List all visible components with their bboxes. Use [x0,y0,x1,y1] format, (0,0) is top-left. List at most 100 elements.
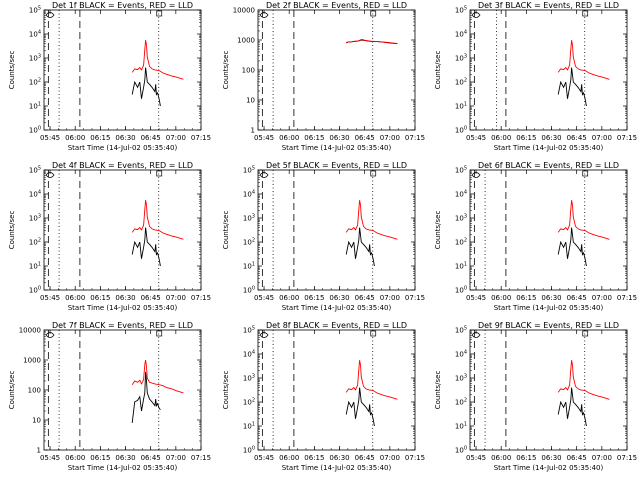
y-tick-label: 103 [455,214,467,223]
x-tick-label: 06:15 [516,294,536,302]
chart-title: Det 4f BLACK = Events, RED = LLD [52,161,193,170]
y-tick-label: 104 [455,30,467,39]
x-tick-label: 07:00 [592,294,612,302]
x-tick-label: 07:00 [592,454,612,462]
panel-det-9: Det 9f BLACK = Events, RED = LLD Counts/s… [434,321,637,472]
plot-frame [43,329,202,451]
x-tick-label: 06:15 [304,294,324,302]
x-axis-label: Start Time (14-Jul-02 05:35:40) [68,464,178,472]
panel-det-3: Det 3f BLACK = Events, RED = LLD Counts/s… [434,1,637,152]
y-axis-label: Counts/sec [222,51,230,90]
x-tick-label: 06:15 [304,454,324,462]
x-tick-label: 07:00 [166,454,186,462]
plot-frame [257,9,416,131]
y-tick-label: 100 [455,286,467,295]
series-lld [345,360,398,400]
chart-title: Det 5f BLACK = Events, RED = LLD [266,161,407,170]
y-tick-label: 104 [455,350,467,359]
x-tick-label: 07:15 [191,134,211,142]
y-tick-label: 1 [37,447,41,455]
x-tick-label: 05:45 [254,454,274,462]
series-events [557,387,587,427]
state-marker-icon [156,330,163,337]
series-lld [557,360,610,400]
y-axis-label: Counts/sec [8,371,16,410]
x-tick-label: 06:30 [541,294,561,302]
y-tick-label: 104 [29,30,41,39]
y-tick-label: 103 [243,374,255,383]
y-tick-label: 103 [29,214,41,223]
state-marker-icon [259,12,269,18]
series-events [557,67,587,107]
x-tick-label: 06:00 [491,454,511,462]
y-axis-label: Counts/sec [8,51,16,90]
y-tick-label: 103 [455,54,467,63]
x-tick-label: 06:30 [115,134,135,142]
x-tick-label: 06:45 [567,294,587,302]
y-tick-label: 101 [243,262,255,271]
y-tick-label: 1 [251,127,255,135]
y-tick-label: 102 [243,398,255,407]
x-tick-label: 06:00 [65,134,85,142]
x-axis-label: Start Time (14-Jul-02 05:35:40) [282,144,392,152]
state-marker-icon [471,172,481,178]
chart-title: Det 3f BLACK = Events, RED = LLD [478,1,619,10]
state-marker-icon [471,332,481,338]
y-tick-label: 102 [455,78,467,87]
state-marker-icon [582,170,589,177]
y-tick-label: 100 [455,446,467,455]
x-tick-label: 05:45 [40,134,60,142]
x-axis-label: Start Time (14-Jul-02 05:35:40) [282,304,392,312]
y-axis-label: Counts/sec [8,211,16,250]
y-tick-label: 101 [455,102,467,111]
y-tick-label: 102 [29,78,41,87]
y-tick-label: 102 [455,238,467,247]
y-tick-label: 105 [243,166,255,175]
x-axis-label: Start Time (14-Jul-02 05:35:40) [68,304,178,312]
y-tick-label: 10000 [233,7,255,15]
panel-det-7: Det 7f BLACK = Events, RED = LLD Counts/s… [8,321,211,472]
x-tick-label: 05:45 [254,134,274,142]
y-tick-label: 105 [29,6,41,15]
plot-frame [257,329,416,451]
state-marker-icon [259,172,269,178]
panel-det-5: Det 5f BLACK = Events, RED = LLD Counts/s… [222,161,425,312]
chart-title: Det 2f BLACK = Events, RED = LLD [266,1,407,10]
y-tick-label: 101 [455,422,467,431]
y-tick-label: 105 [455,6,467,15]
y-tick-label: 105 [29,166,41,175]
x-tick-label: 06:45 [355,134,375,142]
y-tick-label: 101 [29,262,41,271]
y-tick-label: 104 [455,190,467,199]
x-tick-label: 06:45 [141,294,161,302]
x-tick-label: 07:15 [405,454,425,462]
series-lld [131,40,184,80]
series-lld [346,38,398,45]
series-lld [131,200,184,240]
y-tick-label: 103 [29,54,41,63]
x-tick-label: 05:45 [466,134,486,142]
x-tick-label: 06:45 [141,454,161,462]
state-marker-icon [370,10,377,17]
x-axis-label: Start Time (14-Jul-02 05:35:40) [494,464,604,472]
x-tick-label: 07:00 [380,134,400,142]
y-tick-label: 104 [29,190,41,199]
x-tick-label: 06:30 [115,294,135,302]
y-tick-label: 1000 [237,37,255,45]
y-tick-label: 100 [243,286,255,295]
x-axis-label: Start Time (14-Jul-02 05:35:40) [494,144,604,152]
x-tick-label: 07:15 [617,454,637,462]
y-tick-label: 101 [29,102,41,111]
plot-frame [43,169,202,291]
plot-frame [257,169,416,291]
state-marker-icon [582,10,589,17]
x-tick-label: 06:15 [90,134,110,142]
y-tick-label: 105 [455,166,467,175]
series-events [131,227,161,267]
panel-det-6: Det 6f BLACK = Events, RED = LLD Counts/s… [434,161,637,312]
y-tick-label: 10 [32,417,41,425]
chart-title: Det 9f BLACK = Events, RED = LLD [478,321,619,330]
y-tick-label: 104 [243,190,255,199]
x-tick-label: 06:00 [491,294,511,302]
